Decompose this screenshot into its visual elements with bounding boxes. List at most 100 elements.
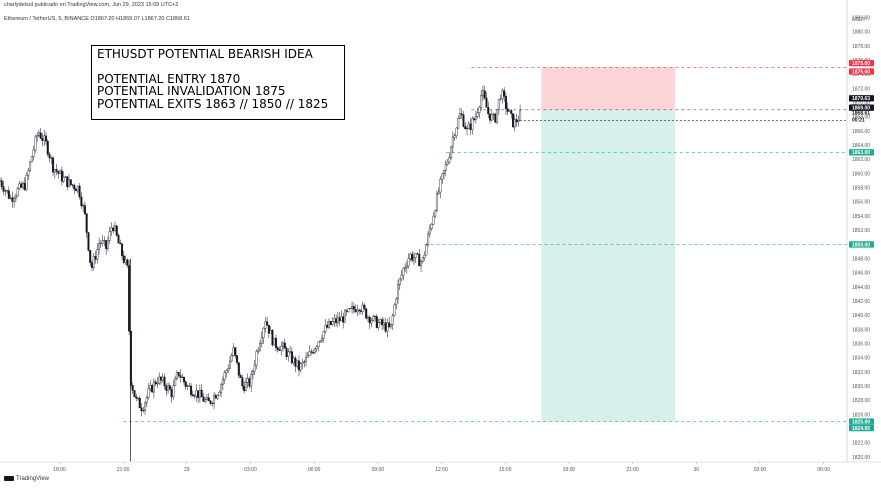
time-tick-label: 09:00: [372, 467, 385, 473]
price-tag-bg: [849, 418, 874, 425]
candle-body: [14, 195, 17, 199]
candle-body: [175, 372, 178, 379]
short-position-tool[interactable]: [541, 67, 676, 422]
price-tag-bg: [849, 95, 874, 102]
candle-body: [340, 316, 343, 322]
candle-body: [177, 372, 180, 376]
candle-body: [497, 99, 500, 110]
candle-body: [159, 376, 162, 381]
candle-body: [213, 395, 216, 404]
time-tick-label: 21:00: [626, 467, 639, 473]
time-tick-label: 15:00: [499, 467, 512, 473]
candle-body: [448, 157, 451, 163]
candle-body: [205, 397, 208, 400]
candle-body: [349, 308, 352, 310]
candle-body: [315, 346, 318, 350]
candle-body: [386, 322, 389, 332]
candle-body: [76, 185, 79, 192]
candle-body: [462, 114, 465, 127]
candle-body: [228, 360, 231, 369]
risk-zone[interactable]: [541, 67, 676, 110]
candle-body: [342, 316, 345, 323]
candle-body: [443, 170, 446, 174]
price-tick-label: 1836.00: [852, 341, 870, 347]
price-tick-label: 1842.00: [852, 299, 870, 305]
candle-body: [6, 190, 9, 192]
candle-body: [174, 378, 177, 386]
candle-body: [366, 316, 369, 319]
time-tick-label: 18:00: [53, 467, 66, 473]
idea-note[interactable]: ETHUSDT POTENTIAL BEARISH IDEA POTENTIAL…: [91, 45, 345, 120]
candle-body: [326, 324, 329, 328]
candle-body: [485, 97, 488, 108]
candle-body: [16, 188, 19, 197]
price-axis-pane[interactable]: [847, 0, 881, 462]
candle-body: [184, 381, 187, 387]
candle-body: [322, 330, 325, 340]
price-tag-label: 1875.00: [852, 61, 870, 67]
price-tick-label: 1856.00: [852, 200, 870, 206]
candle-body: [418, 253, 421, 267]
candle-body: [142, 410, 145, 412]
candle-body: [271, 329, 274, 346]
price-tag-bg: [849, 149, 874, 156]
candle-body: [250, 374, 253, 387]
candle-body: [374, 315, 377, 317]
candle-body: [223, 372, 226, 380]
candle-body: [133, 390, 136, 397]
candle-body: [43, 135, 46, 141]
candle-body: [423, 254, 426, 258]
candle-body: [144, 402, 147, 411]
candle-body: [267, 325, 270, 334]
candle-body: [13, 198, 16, 202]
candle-body: [167, 385, 170, 391]
candle-body: [375, 316, 378, 328]
candle-body: [232, 347, 235, 356]
candle-body: [105, 240, 108, 249]
candle-body: [460, 113, 463, 116]
price-tag-label: 1869.00: [852, 106, 870, 112]
candle-body: [154, 381, 157, 385]
candle-body: [200, 389, 203, 397]
note-exits: POTENTIAL EXITS 1863 // 1850 // 1825: [97, 96, 329, 111]
candle-body: [345, 310, 348, 312]
candle-body: [172, 385, 175, 398]
candle-body: [313, 348, 316, 354]
price-tick-label: 1872.00: [852, 86, 870, 92]
reward-zone[interactable]: [541, 109, 676, 422]
candle-body: [129, 331, 132, 386]
price-tick-label: 1866.00: [852, 129, 870, 135]
candle-body: [297, 360, 300, 371]
candle-body: [4, 190, 7, 192]
candle-body: [397, 284, 400, 300]
price-tick-label: 1882.00: [852, 16, 870, 22]
note-title: ETHUSDT POTENTIAL BEARISH IDEA: [97, 47, 313, 61]
candle-body: [32, 149, 35, 157]
price-tick-label: 1870.00: [852, 101, 870, 107]
candle-body: [289, 351, 292, 353]
candle-body: [23, 183, 26, 190]
candle-body: [328, 321, 331, 328]
price-tick-label: 1826.00: [852, 412, 870, 418]
price-tag-label: 1875.00: [852, 69, 870, 75]
candle-body: [503, 90, 506, 97]
candle-body: [64, 176, 67, 178]
candle-body: [241, 377, 244, 387]
price-tick-label: 1832.00: [852, 370, 870, 376]
candle-body: [306, 355, 309, 358]
candle-body: [432, 215, 435, 225]
candle-body: [163, 376, 166, 387]
time-tick-label: 21:00: [117, 467, 130, 473]
candle-body: [218, 392, 221, 396]
candle-body: [103, 240, 106, 242]
candle-body: [446, 162, 449, 165]
note-entry: POTENTIAL ENTRY 1870: [97, 71, 241, 86]
candle-body: [294, 357, 297, 367]
candle-body: [128, 265, 131, 332]
candle-body: [441, 173, 444, 180]
candle-body: [44, 135, 47, 142]
candle-body: [489, 113, 492, 121]
price-tag-label: 1824.95: [852, 426, 870, 432]
candle-body: [207, 397, 210, 402]
